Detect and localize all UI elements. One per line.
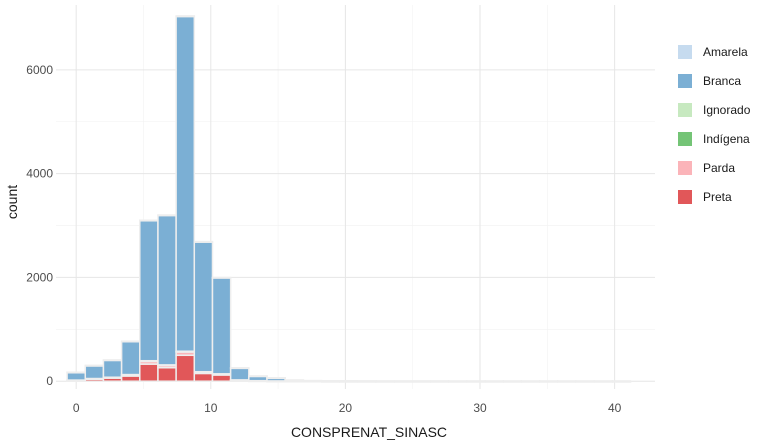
x-axis-ticks: 0 10 20 30 40 bbox=[73, 401, 622, 415]
y-tick-label: 0 bbox=[46, 374, 53, 388]
legend-item: Branca bbox=[678, 66, 750, 95]
bar-segment-amarela bbox=[611, 380, 632, 383]
legend-swatch bbox=[678, 44, 692, 59]
bar-segment-branca bbox=[229, 367, 250, 381]
legend-item: Parda bbox=[678, 153, 750, 182]
legend-swatch bbox=[678, 160, 692, 175]
y-axis-ticks: 0 2000 4000 6000 bbox=[26, 63, 53, 388]
y-axis-title: count bbox=[4, 185, 20, 219]
bar-segment-preta bbox=[175, 354, 196, 382]
bar-segment-amarela bbox=[211, 276, 232, 279]
bar-segment-amarela bbox=[411, 380, 432, 383]
bar-segment-preta bbox=[211, 374, 232, 382]
bar-segment-amarela bbox=[157, 214, 177, 217]
legend-label: Amarela bbox=[703, 44, 748, 59]
bars-layer bbox=[66, 15, 632, 383]
x-tick-label: 20 bbox=[339, 401, 353, 415]
bar-segment-amarela bbox=[520, 380, 541, 383]
legend-item: Preta bbox=[678, 182, 750, 211]
bar-segment-branca bbox=[84, 364, 105, 380]
bar-segment-branca bbox=[211, 277, 232, 375]
legend-item: Ignorado bbox=[678, 95, 750, 124]
x-axis-title: CONSPRENAT_SINASC bbox=[291, 424, 447, 440]
bar-segment-amarela bbox=[538, 380, 559, 383]
bar-segment-amarela bbox=[248, 375, 268, 378]
bar-segment-amarela bbox=[593, 380, 614, 383]
legend-swatch bbox=[678, 73, 692, 88]
bar-segment-preta bbox=[157, 366, 177, 382]
bar-segment-amarela bbox=[66, 371, 87, 374]
legend-label: Indígena bbox=[703, 131, 750, 146]
bar-segment-amarela bbox=[139, 219, 159, 222]
bar-segment-amarela bbox=[502, 380, 523, 383]
legend-label: Parda bbox=[703, 160, 736, 175]
legend-swatch bbox=[678, 131, 692, 146]
x-tick-label: 10 bbox=[204, 401, 218, 415]
legend-label: Branca bbox=[703, 73, 742, 88]
bar-segment-branca bbox=[157, 214, 177, 366]
bar-segment-amarela bbox=[320, 380, 341, 383]
bar-segment-amarela bbox=[266, 376, 286, 380]
bar-segment-amarela bbox=[466, 380, 486, 383]
bar-segment-branca bbox=[193, 241, 214, 373]
bar-segment-branca bbox=[102, 359, 123, 378]
bar-segment-amarela bbox=[393, 380, 414, 383]
legend-item: Indígena bbox=[678, 124, 750, 153]
bar-segment-branca bbox=[120, 340, 141, 376]
bar-segment-amarela bbox=[102, 359, 123, 362]
x-tick-label: 40 bbox=[608, 401, 622, 415]
bar-segment-preta bbox=[193, 372, 214, 382]
y-tick-label: 4000 bbox=[26, 167, 53, 181]
legend-swatch bbox=[678, 189, 692, 204]
bar-segment-preta bbox=[120, 375, 141, 382]
y-tick-label: 6000 bbox=[26, 63, 53, 77]
bar-segment-branca bbox=[139, 219, 159, 362]
y-tick-label: 2000 bbox=[26, 270, 53, 284]
bar-segment-amarela bbox=[429, 380, 450, 383]
legend-item: Amarela bbox=[678, 37, 750, 66]
bar-segment-amarela bbox=[357, 380, 377, 383]
bar-segment-amarela bbox=[175, 15, 196, 18]
bar-segment-branca bbox=[175, 15, 196, 352]
bar-segment-amarela bbox=[575, 380, 595, 383]
bar-segment-amarela bbox=[302, 379, 323, 382]
bar-segment-amarela bbox=[229, 367, 250, 370]
x-tick-label: 30 bbox=[473, 401, 487, 415]
bar-segment-amarela bbox=[338, 380, 359, 383]
legend-label: Ignorado bbox=[703, 102, 751, 117]
legend-swatch bbox=[678, 102, 692, 117]
bar-segment-amarela bbox=[84, 364, 105, 367]
legend-label: Preta bbox=[703, 189, 732, 204]
bar-segment-amarela bbox=[375, 380, 395, 383]
legend: Amarela Branca Ignorado Indígena Parda Preta bbox=[678, 37, 750, 211]
x-tick-label: 0 bbox=[73, 401, 80, 415]
bar-segment-amarela bbox=[447, 380, 468, 383]
bar-segment-amarela bbox=[556, 380, 577, 383]
bar-segment-amarela bbox=[120, 340, 141, 343]
bar-segment-amarela bbox=[484, 380, 504, 383]
bar-segment-amarela bbox=[193, 240, 214, 243]
bar-segment-preta bbox=[139, 363, 159, 382]
bar-segment-amarela bbox=[284, 379, 305, 382]
